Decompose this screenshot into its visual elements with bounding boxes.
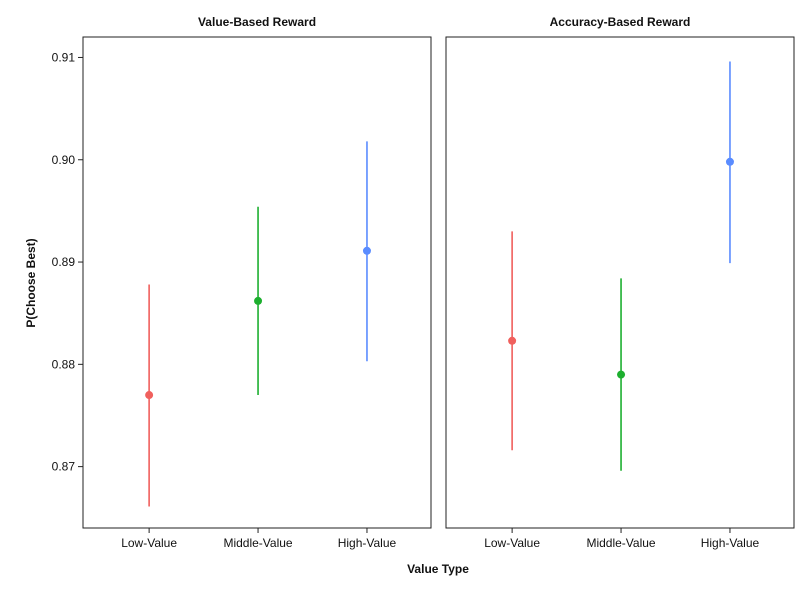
y-tick-label: 0.91 bbox=[52, 50, 76, 64]
panels: Value-Based Reward Low-Value Middle-Value H… bbox=[82, 15, 795, 550]
data-point bbox=[145, 391, 154, 400]
data-point bbox=[508, 336, 517, 345]
x-tick-label: Middle-Value bbox=[223, 536, 292, 550]
data-point bbox=[617, 370, 626, 379]
x-tick-label: Middle-Value bbox=[586, 536, 655, 550]
panel-title: Value-Based Reward bbox=[198, 15, 316, 29]
y-tick-label: 0.88 bbox=[52, 357, 76, 371]
panel-accuracy-based: Accuracy-Based Reward Low-Value Middle-Val… bbox=[445, 15, 795, 550]
x-tick-label: High-Value bbox=[338, 536, 397, 550]
y-tick-label: 0.90 bbox=[52, 153, 76, 167]
x-tick-label: Low-Value bbox=[484, 536, 540, 550]
panel-frame bbox=[82, 36, 432, 529]
data-point bbox=[254, 296, 263, 305]
data-point bbox=[725, 157, 734, 166]
y-axis: 0.87 0.88 0.89 0.90 0.91 bbox=[52, 50, 83, 474]
panel-value-based: Value-Based Reward Low-Value Middle-Value H… bbox=[82, 15, 432, 550]
y-tick-label: 0.89 bbox=[52, 255, 76, 269]
x-tick-label: Low-Value bbox=[121, 536, 177, 550]
x-axis-title: Value Type bbox=[407, 562, 469, 576]
data-point bbox=[362, 246, 371, 255]
y-tick-label: 0.87 bbox=[52, 460, 76, 474]
x-tick-label: High-Value bbox=[701, 536, 760, 550]
panel-frame bbox=[445, 36, 795, 529]
y-axis-title: P(Choose Best) bbox=[24, 238, 38, 327]
panel-title: Accuracy-Based Reward bbox=[550, 15, 691, 29]
